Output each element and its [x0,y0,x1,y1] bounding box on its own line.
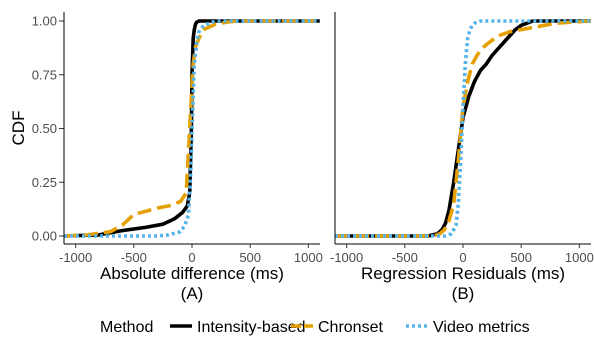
x-tick-label: 500 [510,250,532,265]
x-tick-label: 1000 [565,250,594,265]
x-tick-label: -500 [392,250,418,265]
x-tick-label: -500 [121,250,147,265]
y-tick-label: 0.50 [32,121,57,136]
x-tick-label: -1000 [330,250,363,265]
legend-label: Video metrics [433,319,530,336]
y-axis-title: CDF [9,111,28,146]
x-tick-label: 500 [239,250,261,265]
x-axis-title: Regression Residuals (ms) [361,264,565,283]
series-line-chronset [335,19,591,238]
legend-entry-chronset: Chronset [291,319,383,336]
x-axis-title: Absolute difference (ms) [100,264,284,283]
legend-entry-intensity-based: Intensity-based [170,319,306,336]
legend-label: Chronset [318,319,383,336]
legend-entry-video-metrics: Video metrics [406,319,530,336]
panel-a: -1000 -500 0 500 1000 Absolute difference (ms… [59,12,323,303]
legend-label: Intensity-based [197,319,306,336]
series-line-video-metrics [335,19,591,238]
legend-title: Method [100,319,153,336]
panel-sublabel: (B) [452,284,475,303]
x-tick-label: 0 [188,250,195,265]
series-line-chronset [64,19,320,238]
series-line-video-metrics [64,19,320,238]
legend: Method Intensity-based Chronset Video metr… [100,319,530,336]
panel-sublabel: (A) [181,284,204,303]
y-tick-label: 0.00 [32,229,57,244]
x-tick-label: 1000 [294,250,323,265]
y-tick-label: 0.25 [32,175,57,190]
x-tick-label: -1000 [59,250,92,265]
series-line-intensity-based [64,19,320,238]
y-tick-label: 1.00 [32,14,57,29]
series-line-intensity-based [335,19,591,238]
x-tick-label: 0 [459,250,466,265]
y-tick-label: 0.75 [32,67,57,82]
